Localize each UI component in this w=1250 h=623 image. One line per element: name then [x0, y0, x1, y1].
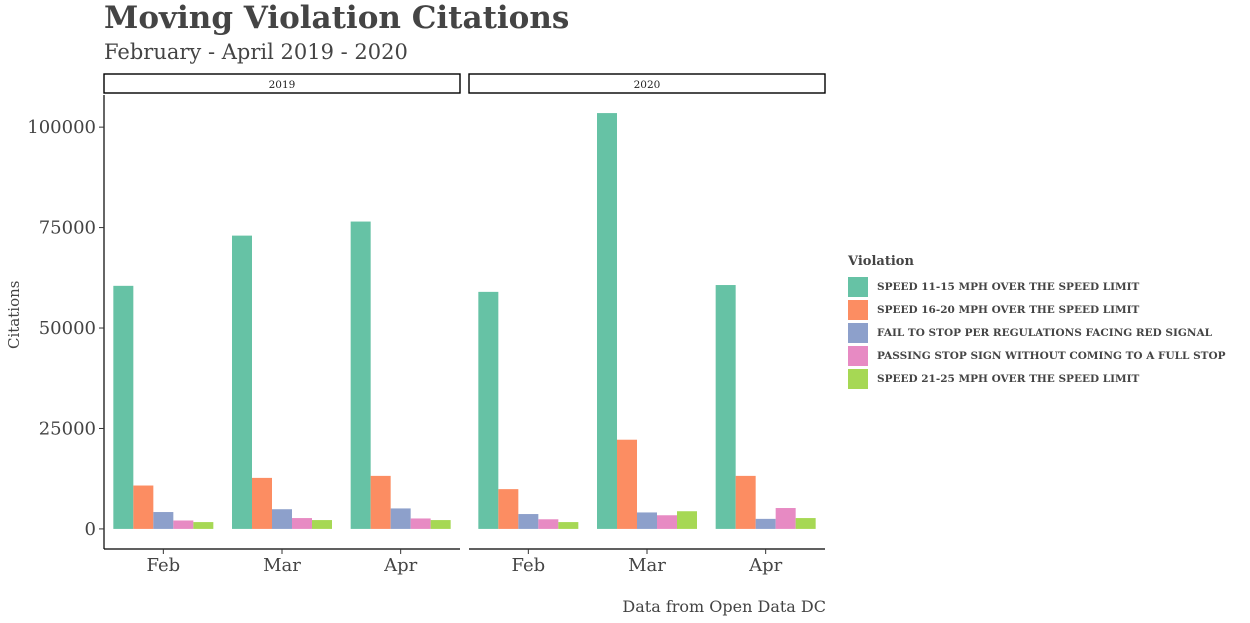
bar [637, 512, 657, 529]
facet-strip-label: 2020 [634, 79, 661, 91]
legend-item: FAIL TO STOP PER REGULATIONS FACING RED … [848, 321, 1226, 344]
legend-label: PASSING STOP SIGN WITHOUT COMING TO A FU… [877, 349, 1226, 362]
bar [292, 518, 312, 529]
legend-key [848, 276, 868, 297]
bar [498, 489, 519, 529]
y-tick-label: 25000 [39, 418, 96, 439]
bar [232, 235, 252, 529]
bar [735, 475, 756, 529]
legend-item: SPEED 16-20 MPH OVER THE SPEED LIMIT [848, 298, 1226, 321]
facet-strip-label: 2019 [269, 79, 296, 91]
y-tick-label: 100000 [27, 117, 96, 138]
legend-label: FAIL TO STOP PER REGULATIONS FACING RED … [877, 326, 1212, 339]
bar [390, 508, 411, 529]
x-tick-label: Apr [383, 555, 418, 576]
legend-label: SPEED 11-15 MPH OVER THE SPEED LIMIT [877, 280, 1140, 293]
bar [193, 522, 214, 529]
x-tick-label: Apr [748, 555, 783, 576]
legend-key [848, 322, 868, 343]
facet-strip [468, 73, 826, 94]
legend-item: PASSING STOP SIGN WITHOUT COMING TO A FU… [848, 344, 1226, 367]
bar [173, 520, 194, 529]
chart-title: Moving Violation Citations [104, 0, 570, 36]
bar [252, 477, 272, 529]
legend-item: SPEED 21-25 MPH OVER THE SPEED LIMIT [848, 367, 1226, 390]
facet-strip [103, 73, 461, 94]
x-tick-label: Mar [263, 555, 301, 576]
bar [657, 515, 677, 529]
bar [755, 518, 776, 529]
legend-label: SPEED 16-20 MPH OVER THE SPEED LIMIT [877, 303, 1140, 316]
bar [272, 509, 292, 529]
legend-key [848, 345, 868, 366]
bar [558, 522, 579, 529]
legend-label: SPEED 21-25 MPH OVER THE SPEED LIMIT [877, 372, 1140, 385]
bar [795, 518, 816, 529]
bar [430, 520, 451, 529]
bar [478, 291, 499, 529]
legend-item: SPEED 11-15 MPH OVER THE SPEED LIMIT [848, 275, 1226, 298]
chart-subtitle: February - April 2019 - 2020 [104, 40, 408, 64]
legend-key [848, 368, 868, 389]
legend: Violation SPEED 11-15 MPH OVER THE SPEED… [848, 254, 1226, 390]
bar [370, 475, 391, 529]
y-tick-label: 75000 [39, 218, 96, 239]
bar [518, 514, 539, 529]
bar [617, 439, 637, 529]
bar [538, 519, 559, 529]
y-tick-label: 0 [85, 519, 96, 540]
bar [775, 508, 796, 529]
bar [410, 518, 431, 529]
bar [677, 511, 697, 529]
bar [350, 221, 371, 529]
x-tick-label: Feb [511, 555, 545, 576]
bar [113, 285, 134, 529]
bar [597, 113, 617, 529]
legend-key [848, 299, 868, 320]
y-tick-label: 50000 [39, 318, 96, 339]
chart-caption: Data from Open Data DC [622, 597, 826, 616]
legend-items: SPEED 11-15 MPH OVER THE SPEED LIMIT SPEE… [848, 275, 1226, 390]
legend-title: Violation [848, 254, 914, 269]
faceted-bar-chart: 0 25000 50000 75000 100000 2019 Feb Mar Apr 2020 F… [27, 73, 826, 576]
x-tick-label: Mar [628, 555, 666, 576]
x-tick-label: Feb [146, 555, 180, 576]
bar [133, 485, 154, 529]
bar [153, 512, 174, 529]
bar [715, 285, 736, 529]
bar [312, 520, 332, 529]
